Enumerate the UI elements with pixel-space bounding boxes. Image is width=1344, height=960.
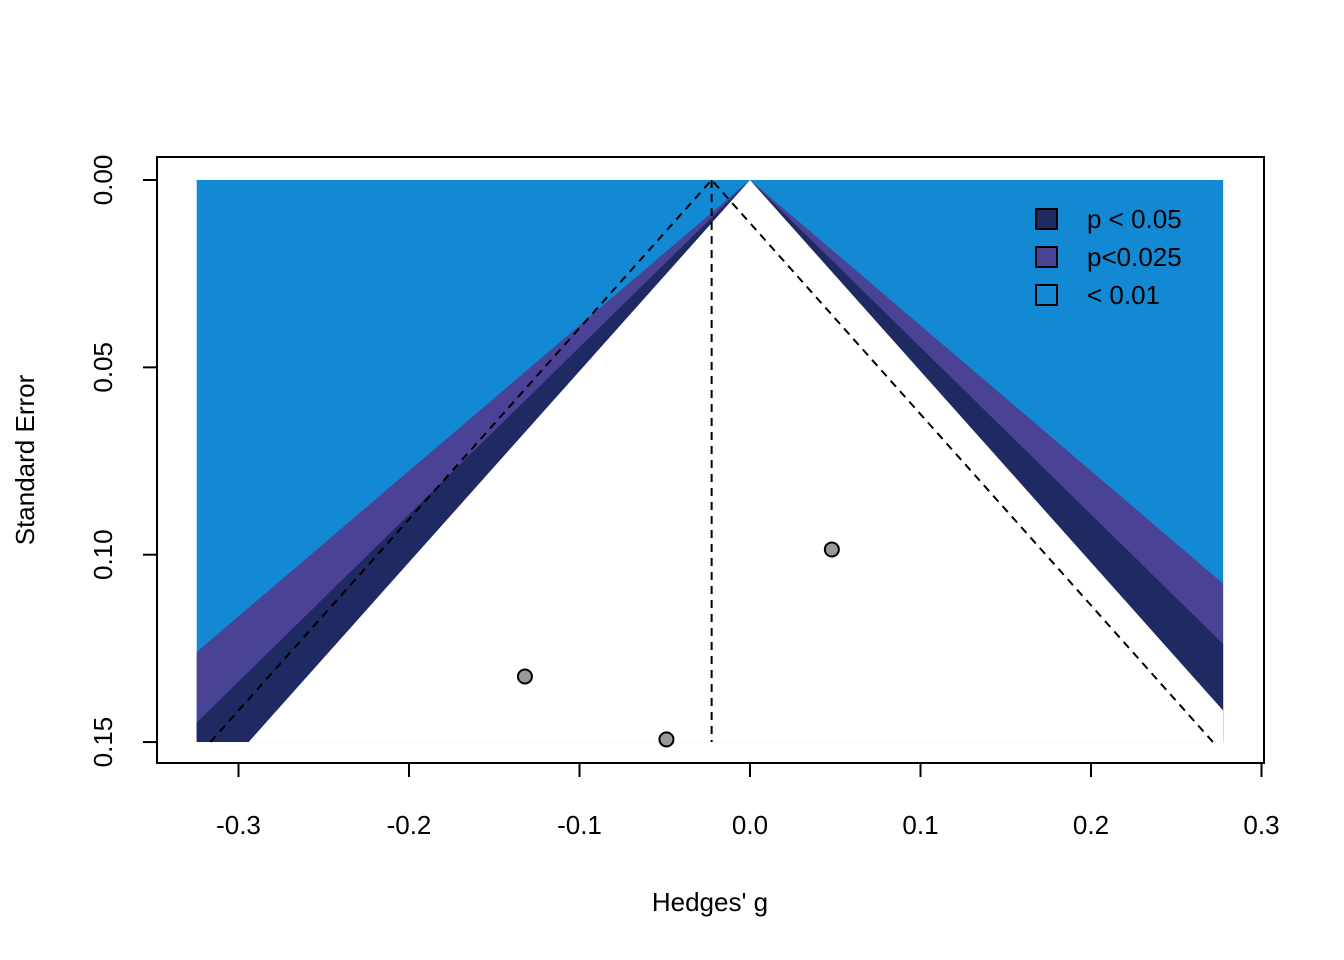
- legend: p < 0.05 p<0.025 < 0.01: [1035, 204, 1182, 310]
- region-not-significant: [248, 180, 1224, 742]
- x-axis-title: Hedges' g: [652, 887, 768, 917]
- y-axis-title: Standard Error: [10, 374, 40, 545]
- legend-label: < 0.01: [1087, 280, 1160, 310]
- legend-swatch: [1035, 208, 1058, 230]
- x-tick-label: 0.1: [902, 810, 938, 840]
- x-tick-label: 0.3: [1243, 810, 1279, 840]
- legend-label: p<0.025: [1087, 242, 1182, 272]
- legend-label: p < 0.05: [1087, 204, 1182, 234]
- x-tick-label: 0.0: [732, 810, 768, 840]
- study-point: [516, 668, 533, 685]
- legend-swatch: [1035, 284, 1058, 306]
- y-tick-label: 0.00: [88, 155, 118, 206]
- contour-regions: [196, 180, 1224, 743]
- x-tick-label: -0.2: [387, 810, 432, 840]
- y-tick-label: 0.05: [88, 342, 118, 393]
- study-point: [658, 731, 675, 748]
- x-tick-label: 0.2: [1073, 810, 1109, 840]
- legend-swatch: [1035, 246, 1058, 268]
- x-tick-label: -0.3: [216, 810, 261, 840]
- x-axis: -0.3 -0.2 -0.1 0.0 0.1 0.2 0.3: [216, 762, 1280, 840]
- y-axis: 0.00 0.05 0.10 0.15: [88, 155, 158, 768]
- y-tick-label: 0.15: [88, 717, 118, 768]
- y-tick-label: 0.10: [88, 529, 118, 580]
- study-point: [823, 541, 840, 558]
- reference-lines: [209, 178, 1214, 743]
- study-points: [516, 541, 840, 748]
- x-tick-label: -0.1: [557, 810, 602, 840]
